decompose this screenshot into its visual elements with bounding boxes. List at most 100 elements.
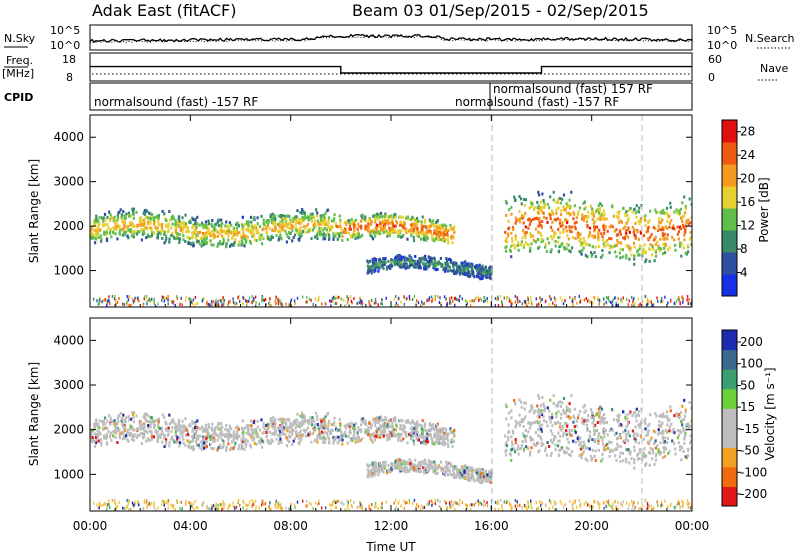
power-cell	[291, 239, 294, 243]
velocity-cell	[187, 445, 190, 449]
power-cell	[381, 265, 384, 269]
power-cell	[446, 232, 449, 236]
velocity-cell	[281, 417, 284, 421]
velocity-cell	[108, 435, 112, 439]
velocity-cell	[210, 426, 213, 430]
power-cell	[322, 232, 325, 236]
power-speckle	[569, 296, 571, 300]
velocity-cell	[126, 438, 129, 442]
power-cell	[284, 214, 287, 218]
power-cell	[132, 235, 135, 239]
velocity-cell	[98, 419, 101, 423]
power-cell	[633, 208, 636, 212]
power-cell	[464, 267, 468, 271]
power-cell	[196, 231, 199, 235]
power-cell	[687, 250, 690, 254]
power-cell	[364, 215, 367, 219]
power-cell	[666, 233, 669, 237]
power-speckle	[279, 299, 282, 303]
velocity-cell	[379, 415, 383, 419]
power-speckle	[421, 300, 423, 304]
power-cell	[270, 219, 273, 223]
power-cell	[307, 218, 310, 222]
power-cell	[565, 211, 569, 215]
power-cell	[472, 272, 475, 276]
velocity-cell	[313, 429, 316, 433]
velocity-cell	[235, 426, 238, 430]
velocity-cell	[240, 438, 243, 442]
noise-sky-label: N.Sky	[4, 32, 36, 45]
velocity-cell	[377, 434, 380, 437]
power-cell	[106, 223, 109, 227]
velocity-cell	[422, 434, 425, 438]
velocity-cell	[469, 476, 472, 480]
power-cell	[683, 211, 687, 215]
power-cell	[435, 224, 439, 228]
power-cell	[408, 264, 412, 268]
velocity-cell	[383, 429, 386, 433]
velocity-cell	[442, 436, 445, 440]
velocity-cell	[127, 432, 130, 436]
velocity-cell	[375, 427, 378, 431]
power-cell	[312, 223, 315, 227]
power-speckle	[361, 303, 363, 307]
power-cell	[618, 220, 621, 224]
power-speckle	[675, 299, 678, 303]
power-cell	[419, 230, 422, 234]
power-cell	[118, 210, 121, 214]
power-cell	[210, 233, 213, 237]
power-cell	[565, 247, 568, 251]
power-cell	[510, 212, 513, 216]
power-cell	[277, 214, 280, 218]
power-cell	[555, 200, 558, 204]
velocity-cell	[450, 440, 453, 444]
velocity-cell	[543, 405, 546, 409]
power-cell	[127, 228, 130, 232]
power-speckle	[370, 299, 373, 303]
power-cell	[443, 223, 446, 227]
power-speckle	[253, 298, 255, 302]
power-cell	[357, 230, 360, 234]
velocity-cell	[374, 438, 377, 442]
velocity-cell	[329, 432, 333, 436]
power-cell	[598, 207, 602, 211]
power-cell	[227, 234, 230, 238]
velocity-cell	[443, 471, 446, 475]
power-cell	[420, 259, 423, 263]
power-cell	[163, 232, 166, 236]
power-cell	[132, 209, 135, 213]
velocity-cell	[255, 442, 258, 446]
power-cell	[538, 211, 541, 215]
power-speckle	[202, 298, 204, 302]
velocity-cell	[602, 448, 606, 452]
power-cell	[659, 237, 662, 241]
power-cell	[582, 202, 585, 205]
velocity-cell	[374, 472, 377, 476]
power-cell	[119, 232, 122, 236]
velocity-cell	[274, 425, 277, 429]
power-cell	[121, 227, 124, 231]
power-cell	[197, 240, 200, 243]
velocity-cell	[184, 425, 188, 429]
velocity-cell	[103, 436, 106, 440]
frequency-panel: Freq. [MHz] 18 8 60 0 Nave	[2, 52, 788, 84]
power-cell	[538, 223, 541, 227]
power-cell	[449, 268, 452, 272]
power-cell	[122, 221, 125, 225]
power-cell	[450, 235, 453, 239]
velocity-cell	[100, 441, 103, 445]
power-cell	[606, 239, 609, 243]
power-cell	[223, 229, 226, 233]
power-cell	[236, 233, 239, 237]
velocity-cell	[408, 432, 411, 436]
power-cell	[319, 219, 323, 222]
power-cell	[573, 221, 576, 225]
power-cell	[369, 233, 372, 237]
power-cell	[194, 228, 197, 232]
power-cell	[388, 215, 391, 219]
velocity-cell	[165, 427, 168, 431]
power-cell	[425, 236, 428, 240]
velocity-cell	[196, 444, 199, 447]
velocity-cell	[102, 419, 105, 423]
power-cell	[524, 233, 527, 237]
